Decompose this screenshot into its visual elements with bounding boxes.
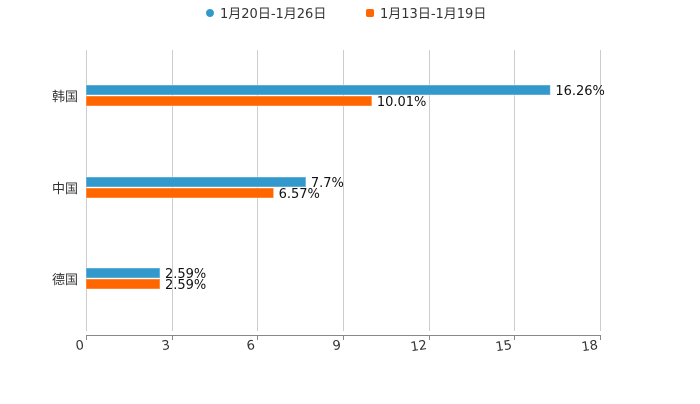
bars: 16.26% 10.01% 7.7%6.57% 2.59%2.59% bbox=[85, 84, 605, 293]
data-label: 16.26% bbox=[555, 84, 605, 99]
legend: 1月20日-1月26日 1月13日-1月19日 bbox=[206, 7, 486, 22]
category-label: 德国 bbox=[52, 273, 78, 288]
category-label: 韩国 bbox=[52, 90, 78, 105]
legend-label: 1月20日-1月26日 bbox=[220, 7, 326, 22]
x-axis: 0 3 6 9 12 15 18 bbox=[75, 335, 601, 355]
bar bbox=[85, 278, 161, 290]
data-label: 10.01% bbox=[377, 95, 427, 110]
bar bbox=[85, 187, 275, 199]
category-label: 中国 bbox=[52, 182, 78, 197]
legend-marker bbox=[206, 9, 214, 17]
x-tick-label: 0 bbox=[75, 338, 85, 354]
bar bbox=[85, 267, 161, 279]
bar bbox=[85, 95, 373, 107]
data-label: 2.59% bbox=[165, 267, 206, 282]
bar bbox=[85, 176, 307, 188]
data-label: 7.7% bbox=[311, 176, 344, 191]
legend-label: 1月13日-1月19日 bbox=[380, 7, 486, 22]
x-tick-label: 6 bbox=[246, 338, 256, 354]
bar bbox=[85, 84, 551, 96]
data-label: 6.57% bbox=[279, 187, 320, 202]
data-label: 2.59% bbox=[165, 278, 206, 293]
x-tick-label: 15 bbox=[495, 338, 513, 355]
x-tick-label: 3 bbox=[161, 338, 171, 354]
legend-marker bbox=[366, 9, 374, 17]
x-tick-label: 9 bbox=[332, 338, 342, 354]
x-tick-label: 12 bbox=[410, 338, 428, 355]
x-tick-label: 18 bbox=[581, 338, 599, 355]
